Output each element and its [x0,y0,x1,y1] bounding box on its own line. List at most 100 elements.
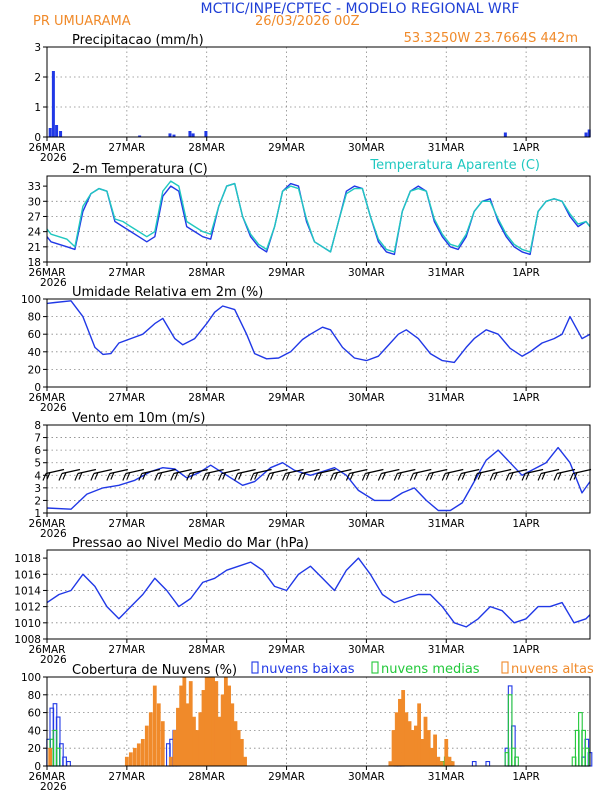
wind-xtick-label: 29MAR [268,518,305,530]
rh-ytick-label: 60 [28,329,41,341]
slp-panel: 1008 1010 1012 1014 1016 1018 26MAR 27MAR 28MAR 2… [14,536,591,666]
clouds-ytick-label: 40 [28,725,41,737]
wind-xtick-label: 28MAR [188,518,225,530]
precip-ytick-label: 3 [34,42,41,54]
wind-barb [234,468,256,481]
clouds-xtick-label: 26MAR [29,771,66,783]
slp-xtick-label: 26MAR [29,644,66,656]
rh-xtick-label: 28MAR [188,392,225,404]
clouds-bar-nuvens-altas [128,752,133,767]
wind-barb [409,468,432,481]
wind-barb-shaft [413,468,432,475]
wind-barb-flag [238,472,243,480]
wind-barb-flag [557,472,562,480]
precip-bar [172,134,176,137]
slp-year-label: 2026 [40,654,67,666]
wind-barb-flag [537,473,542,481]
wind-frame [46,424,591,514]
coords-label: 53.3250W 23.7664S 442m [404,31,578,46]
wind-xtick-label: 30MAR [348,518,385,530]
wind-barb-flag [42,473,47,481]
clouds-bar-nuvens-altas [217,716,222,767]
wind-ytick-label: 5 [34,458,41,470]
clouds-bar-nuvens-altas [429,747,434,767]
wind-barb-shaft [205,468,224,475]
wind-barb [569,468,592,481]
temp-frame [46,175,591,263]
clouds-legend-label: nuvens altas [511,662,594,677]
clouds-bar-nuvens-altas [176,707,180,767]
clouds-bar-nuvens-baixas [471,760,477,767]
rh-ytick-label: 100 [21,294,41,306]
clouds-xtick-label: 30MAR [348,771,385,783]
slp-xtick-label: 1APR [512,644,540,656]
precip-xtick-label: 27MAR [108,142,145,154]
wind-barb-flag [541,472,546,480]
wind-barb-flag [170,473,175,481]
wind-barb-flag [553,473,558,481]
wind-line-Vento [46,446,591,512]
precip-bar [138,135,142,137]
clouds-bar-nuvens-medias [55,747,61,767]
precip-bar [51,71,55,137]
clouds-bar-nuvens-altas [420,738,425,767]
clouds-bar-nuvens-altas [239,738,244,767]
wind-barb-flag [186,473,191,481]
wind-barb-shaft [269,468,288,475]
clouds-bar-nuvens-altas [188,681,193,767]
wind-barb-shaft [381,468,400,475]
wind-barb-flag [78,472,83,480]
wind-barb-flag [457,473,462,481]
wind-barb-shaft [477,468,496,475]
slp-ytick-label: 1014 [14,585,41,597]
wind-barb-flag [142,472,147,480]
clouds-bar-nuvens-baixas [62,756,67,767]
clouds-bar-nuvens-altas [394,712,399,767]
wind-title: Vento em 10m (m/s) [72,411,205,426]
clouds-bar-nuvens-altas [132,747,137,767]
precip-xtick-label: 31MAR [428,142,465,154]
wind-barb-flag [493,472,498,480]
precip-bar [584,132,588,137]
wind-barb [202,468,224,481]
wind-barb [521,468,544,481]
temp-xtick-label: 1APR [512,267,540,279]
wind-barb-flag [413,472,418,480]
precip-year-label: 2026 [40,152,67,164]
wind-barb-flag [74,473,79,481]
wind-xtick-label: 31MAR [428,518,465,530]
wind-barb-flag [345,473,350,481]
clouds-xtick-label: 27MAR [108,771,145,783]
clouds-bar-nuvens-altas [198,712,203,767]
wind-ytick-label: 6 [34,445,41,457]
wind-barb-shaft [349,468,368,475]
temp-ytick-label: 24 [28,227,42,239]
wind-barb-flag [58,473,63,481]
rh-ytick-label: 20 [28,364,41,376]
rh-ytick-label: 0 [34,382,41,394]
precip-bar [48,128,52,137]
wind-barb [441,468,464,481]
wind-barb [553,468,576,481]
wind-barb-flag [90,473,95,481]
slp-frame [46,549,591,640]
clouds-bar-nuvens-altas [426,730,431,767]
clouds-bar-nuvens-altas [423,716,428,767]
wind-barb [170,468,192,481]
wind-barb-flag [329,473,334,481]
wind-barb-shaft [221,468,240,475]
wind-barb-flag [409,473,414,481]
wind-barb-flag [266,473,271,481]
wind-barb-shaft [572,468,592,475]
temp-ytick-label: 18 [28,257,41,269]
rh-xtick-label: 27MAR [108,392,145,404]
clouds-xtick-label: 29MAR [268,771,305,783]
wind-barb [425,468,448,481]
slp-title: Pressao ao Nivel Medio do Mar (hPa) [72,536,309,551]
temp-year-label: 2026 [40,277,67,289]
rh-xtick-label: 1APR [512,392,540,404]
wind-barb-flag [110,472,115,480]
wind-barb [266,468,288,481]
clouds-legend-label: nuvens baixas [261,662,355,677]
slp-line-Pressao [46,557,591,628]
